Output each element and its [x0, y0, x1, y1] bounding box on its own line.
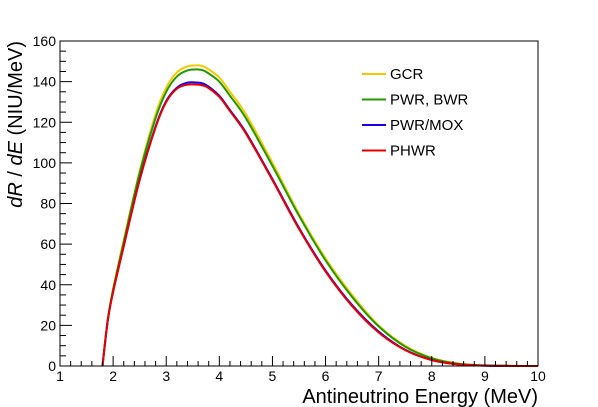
- x-tick-label: 3: [162, 368, 170, 384]
- x-axis-title: Antineutrino Energy (MeV): [302, 386, 538, 407]
- legend-label-pwr-mox: PWR/MOX: [390, 117, 463, 134]
- series-layer: [101, 64, 539, 367]
- y-axis-title-de: dE: [5, 140, 27, 165]
- x-tick-label: 1: [56, 368, 64, 384]
- legend-label-gcr: GCR: [390, 66, 424, 83]
- series-line-pwr-bwr: [101, 68, 539, 367]
- x-tick-label: 8: [428, 368, 436, 384]
- x-tick-label: 5: [269, 368, 277, 384]
- y-tick-label: 20: [40, 317, 56, 333]
- y-tick-label: 100: [33, 155, 57, 171]
- y-tick-label: 120: [33, 114, 57, 130]
- x-tick-label: 4: [215, 368, 223, 384]
- legend-label-pwr-bwr: PWR, BWR: [390, 92, 468, 109]
- y-axis-title-units: (NIU/MeV): [5, 41, 27, 141]
- y-tick-label: 40: [40, 277, 56, 293]
- series-line-phwr: [101, 83, 539, 367]
- y-axis-title-slash: /: [5, 165, 27, 182]
- y-tick-label: 160: [33, 33, 57, 49]
- y-axis-title: dR / dE (NIU/MeV): [5, 41, 27, 208]
- legend: GCR PWR, BWR PWR/MOX PHWR: [362, 66, 468, 160]
- x-tick-label: 10: [530, 368, 546, 384]
- y-tick-label: 140: [33, 74, 57, 90]
- x-tick-label: 6: [322, 368, 330, 384]
- y-tick-label: 0: [48, 358, 56, 374]
- x-tick-label: 2: [109, 368, 117, 384]
- y-tick-label: 60: [40, 236, 56, 252]
- x-tick-label: 9: [481, 368, 489, 384]
- x-tick-label: 7: [375, 368, 383, 384]
- legend-label-phwr: PHWR: [390, 143, 436, 160]
- y-axis-title-dr: dR: [5, 182, 27, 208]
- y-tick-label: 80: [40, 196, 56, 212]
